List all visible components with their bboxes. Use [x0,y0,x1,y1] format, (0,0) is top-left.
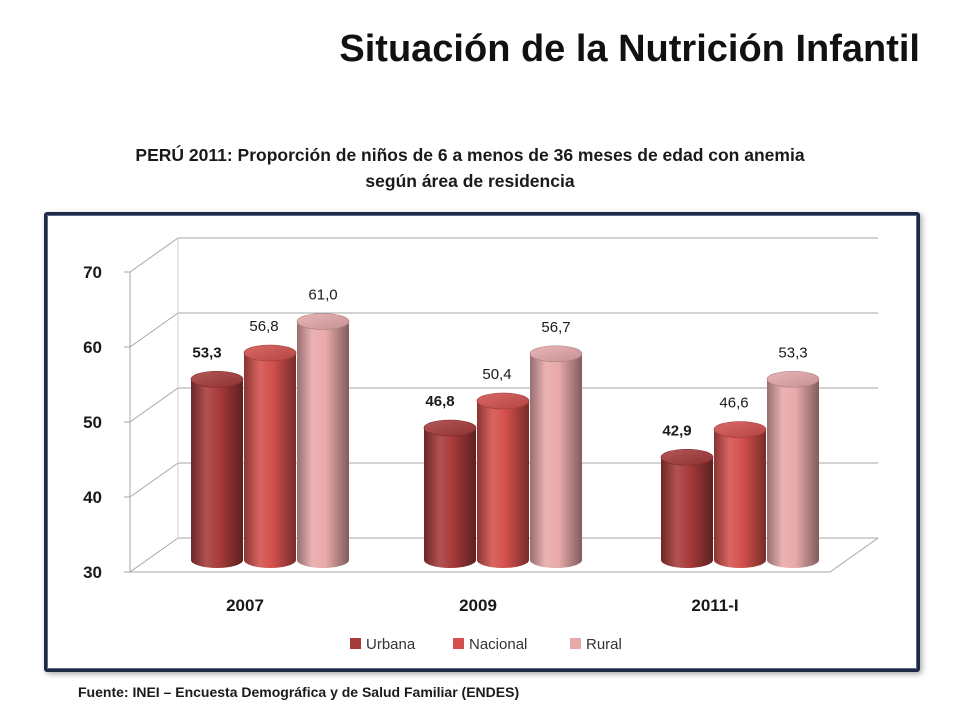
floor-edge-side [829,537,879,573]
bar-urbana-2007 [190,370,244,568]
bar-rural-2007 [296,313,350,568]
bar-urbana-2011-i [660,448,714,568]
data-label: 42,9 [662,422,691,439]
bar-urbana-2009 [423,419,477,568]
legend-swatch [350,638,361,649]
data-label: 56,8 [249,318,278,335]
gridline-side [129,312,179,348]
bar-top [296,313,350,330]
bar-body [661,457,713,568]
gridline-side [129,537,179,573]
bar-top [243,344,297,362]
legend-swatch [570,638,581,649]
bar-body [767,379,819,568]
chart-title-line-2: según área de residencia [365,171,575,191]
bars [190,313,820,568]
bar-top [190,370,244,388]
y-tick-label: 30 [83,563,102,582]
bar-top [766,370,820,388]
legend-item-urbana: Urbana [350,636,416,653]
bar-body [424,428,476,568]
data-label: 53,3 [192,344,221,361]
bar-nacional-2007 [243,344,297,568]
x-tick-label: 2011-I [691,596,738,615]
legend: Urbana Nacional Rural [350,636,622,653]
legend-item-nacional: Nacional [453,636,527,653]
data-label: 53,3 [778,344,807,361]
data-label: 50,4 [482,366,511,383]
slide-title: Situación de la Nutrición Infantil [339,28,920,70]
chart-title-line-1: PERÚ 2011: Proporción de niños de 6 a me… [135,145,805,165]
bar-body [297,321,349,568]
bar-rural-2011-i [766,370,820,568]
gridline-side [129,387,179,423]
bar-top [529,345,583,363]
bar-rural-2009 [529,345,583,568]
bar-nacional-2009 [476,392,530,568]
bar-body [477,401,529,568]
data-label: 56,7 [541,319,570,336]
legend-label: Urbana [366,636,416,653]
axes: 30 40 50 60 70 2007 2009 2011-I [83,238,739,615]
bar-top [713,421,767,438]
data-label: 46,8 [425,393,454,410]
bar-top [476,392,530,410]
x-tick-label: 2009 [459,596,497,615]
chart-title: PERÚ 2011: Proporción de niños de 6 a me… [40,142,900,194]
bar-nacional-2011-i [713,421,767,568]
source-footnote: Fuente: INEI – Encuesta Demográfica y de… [78,684,520,700]
bar-body [244,353,296,568]
x-tick-label: 2007 [226,596,264,615]
legend-label: Rural [586,636,622,653]
gridline-side [129,462,179,498]
data-labels: 53,3 56,8 61,0 46,8 50,4 56,7 42,9 46,6 53,3 [192,287,807,440]
legend-label: Nacional [469,636,527,653]
bar-body [714,429,766,568]
data-label: 61,0 [308,287,337,304]
y-tick-label: 50 [83,413,102,432]
bar-top [660,448,714,466]
bar-body [191,379,243,568]
bar-top [423,419,477,437]
legend-swatch [453,638,464,649]
gridline-side [129,237,179,273]
bar-body [530,353,582,568]
y-tick-label: 60 [83,338,102,357]
y-tick-label: 40 [83,488,102,507]
legend-item-rural: Rural [570,636,622,653]
y-tick-label: 70 [83,263,102,282]
data-label: 46,6 [719,395,748,412]
